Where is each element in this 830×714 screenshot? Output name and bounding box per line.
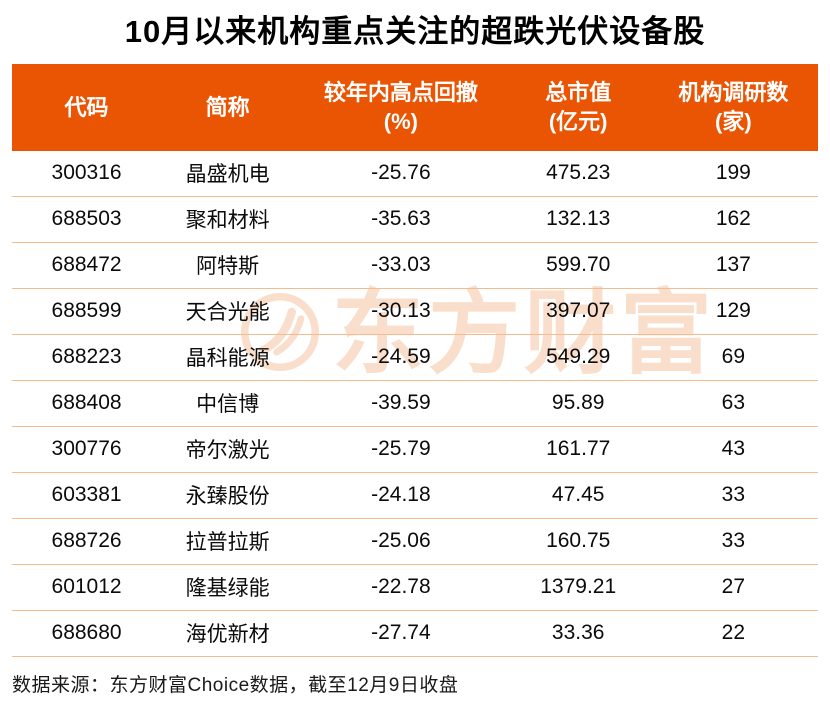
- cell-survey-count: 162: [648, 196, 818, 243]
- cell-survey-count: 22: [648, 610, 818, 657]
- cell-survey-count: 69: [648, 334, 818, 381]
- cell-drawdown: -30.13: [294, 288, 508, 335]
- cell-drawdown: -35.63: [294, 196, 508, 243]
- table-row: 300316 晶盛机电 -25.76 475.23 199: [12, 150, 818, 197]
- data-source-note: 数据来源：东方财富Choice数据，截至12月9日收盘: [12, 674, 459, 696]
- cell-market-cap: 397.07: [507, 288, 649, 335]
- header-drawdown: 较年内高点回撤 (%): [294, 63, 508, 151]
- cell-market-cap: 160.75: [507, 518, 649, 565]
- cell-code: 688726: [12, 518, 162, 565]
- header-name: 简称: [161, 63, 295, 151]
- cell-code: 688599: [12, 288, 162, 335]
- cell-drawdown: -22.78: [294, 564, 508, 611]
- header-survey-count: 机构调研数 (家): [648, 63, 818, 151]
- cell-name: 晶科能源: [161, 334, 295, 381]
- cell-drawdown: -33.03: [294, 242, 508, 289]
- table-header: 代码 简称 较年内高点回撤 (%) 总市值 (亿元) 机构调研数 (家): [12, 63, 818, 151]
- cell-name: 海优新材: [161, 610, 295, 657]
- cell-survey-count: 33: [648, 518, 818, 565]
- header-market-cap: 总市值 (亿元): [507, 63, 649, 151]
- cell-name: 永臻股份: [161, 472, 295, 519]
- table-row: 688408 中信博 -39.59 95.89 63: [12, 380, 818, 427]
- cell-market-cap: 599.70: [507, 242, 649, 289]
- cell-survey-count: 199: [648, 150, 818, 197]
- table-header-row: 代码 简称 较年内高点回撤 (%) 总市值 (亿元) 机构调研数 (家): [12, 63, 818, 151]
- table-row: 300776 帝尔激光 -25.79 161.77 43: [12, 426, 818, 473]
- cell-code: 688503: [12, 196, 162, 243]
- cell-market-cap: 47.45: [507, 472, 649, 519]
- cell-code: 601012: [12, 564, 162, 611]
- cell-survey-count: 43: [648, 426, 818, 473]
- cell-code: 688472: [12, 242, 162, 289]
- cell-survey-count: 33: [648, 472, 818, 519]
- cell-name: 聚和材料: [161, 196, 295, 243]
- table-row: 603381 永臻股份 -24.18 47.45 33: [12, 472, 818, 519]
- cell-market-cap: 132.13: [507, 196, 649, 243]
- cell-code: 688680: [12, 610, 162, 657]
- cell-drawdown: -25.79: [294, 426, 508, 473]
- page-title: 10月以来机构重点关注的超跌光伏设备股: [124, 14, 706, 49]
- stocks-table: 代码 简称 较年内高点回撤 (%) 总市值 (亿元) 机构调研数 (家) 300…: [12, 63, 818, 657]
- cell-name: 晶盛机电: [161, 150, 295, 197]
- cell-drawdown: -25.76: [294, 150, 508, 197]
- cell-name: 帝尔激光: [161, 426, 295, 473]
- cell-drawdown: -24.59: [294, 334, 508, 381]
- table-row: 688599 天合光能 -30.13 397.07 129: [12, 288, 818, 335]
- cell-survey-count: 27: [648, 564, 818, 611]
- cell-name: 阿特斯: [161, 242, 295, 289]
- cell-survey-count: 129: [648, 288, 818, 335]
- cell-drawdown: -24.18: [294, 472, 508, 519]
- cell-drawdown: -27.74: [294, 610, 508, 657]
- cell-code: 300776: [12, 426, 162, 473]
- cell-name: 天合光能: [161, 288, 295, 335]
- cell-name: 拉普拉斯: [161, 518, 295, 565]
- table-body: 300316 晶盛机电 -25.76 475.23 199 688503 聚和材…: [12, 150, 818, 657]
- cell-market-cap: 475.23: [507, 150, 649, 197]
- cell-market-cap: 161.77: [507, 426, 649, 473]
- table-row: 688726 拉普拉斯 -25.06 160.75 33: [12, 518, 818, 565]
- cell-drawdown: -25.06: [294, 518, 508, 565]
- cell-survey-count: 137: [648, 242, 818, 289]
- table-row: 688472 阿特斯 -33.03 599.70 137: [12, 242, 818, 289]
- cell-survey-count: 63: [648, 380, 818, 427]
- cell-code: 300316: [12, 150, 162, 197]
- table-row: 601012 隆基绿能 -22.78 1379.21 27: [12, 564, 818, 611]
- cell-drawdown: -39.59: [294, 380, 508, 427]
- header-code: 代码: [12, 63, 162, 151]
- cell-market-cap: 549.29: [507, 334, 649, 381]
- table-row: 688680 海优新材 -27.74 33.36 22: [12, 610, 818, 657]
- cell-code: 688223: [12, 334, 162, 381]
- table-row: 688503 聚和材料 -35.63 132.13 162: [12, 196, 818, 243]
- cell-name: 隆基绿能: [161, 564, 295, 611]
- cell-market-cap: 33.36: [507, 610, 649, 657]
- cell-name: 中信博: [161, 380, 295, 427]
- table-row: 688223 晶科能源 -24.59 549.29 69: [12, 334, 818, 381]
- cell-market-cap: 95.89: [507, 380, 649, 427]
- cell-market-cap: 1379.21: [507, 564, 649, 611]
- cell-code: 603381: [12, 472, 162, 519]
- cell-code: 688408: [12, 380, 162, 427]
